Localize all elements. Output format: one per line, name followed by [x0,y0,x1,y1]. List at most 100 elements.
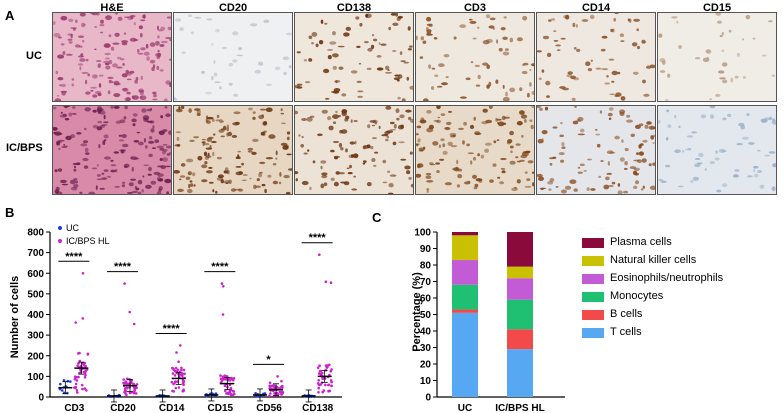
data-point-icbps [181,379,185,382]
x-tick-label: CD15 [208,403,234,413]
row-label-uc: UC [26,50,42,62]
y-tick-label: 0 [38,393,44,404]
significance-stars: **** [211,261,229,273]
data-point-icbps [82,370,86,374]
data-point-icbps [317,391,320,394]
data-point-icbps [173,381,177,384]
data-point-icbps [179,344,182,347]
data-point-icbps [273,386,276,389]
y-tick-label: 200 [27,351,44,362]
data-point-icbps [269,392,272,395]
micrograph-tile [536,12,656,102]
y-tick-label: 100 [414,228,431,239]
significance-stars: **** [65,251,83,263]
mean-error-bar [301,389,316,403]
data-point-icbps [86,352,90,356]
x-tick-label: CD138 [302,403,334,413]
data-point-icbps [229,386,233,390]
panel-label-c: C [372,210,382,225]
significance-stars: **** [114,261,132,273]
data-point-icbps [75,379,79,382]
data-point-uc [69,380,72,383]
legend-label-mono: Monocytes [610,290,664,302]
data-point-icbps [81,272,85,275]
data-point-icbps [276,375,279,378]
micrograph-tile [173,12,293,102]
data-point-icbps [225,392,228,395]
legend-label-eos: Eosinophils/neutrophils [610,272,724,284]
data-point-uc [61,389,64,392]
data-point-icbps [281,386,284,390]
legend-swatch-mono [582,292,604,302]
data-point-icbps [228,389,232,393]
x-tick-label: UC [458,403,472,413]
micrograph-tile [294,12,414,102]
y-tick-label: 10 [420,376,432,387]
data-point-icbps [225,375,229,378]
significance-stars: **** [309,232,327,244]
stacked-bar-segment [507,329,533,350]
cell-count-scatter-chart: 0 100 200 300 400 500 600 700 800 CD3 CD20 CD14 CD15… [9,223,342,413]
data-point-icbps [321,390,325,394]
data-point-icbps [268,381,272,385]
data-point-icbps [174,386,178,390]
data-point-icbps [318,364,321,367]
data-point-icbps [132,322,136,326]
data-point-icbps [84,364,87,368]
y-tick-label: 40 [420,327,432,338]
data-point-icbps [272,384,276,387]
data-point-icbps [171,366,174,370]
data-point-icbps [327,389,331,393]
data-point-icbps [132,391,136,395]
cell-percentage-stacked-bar-chart: 0 10 20 30 40 50 60 70 80 90 100 UC IC/BPS HL Percen… [411,228,565,413]
data-point-icbps [132,386,136,389]
stacked-bar-segment [507,232,533,267]
data-point-icbps [76,364,79,367]
data-point-icbps [316,366,320,370]
data-point-icbps [233,392,236,396]
y-tick-label: 400 [27,310,44,321]
data-point-icbps [329,369,333,373]
data-point-icbps [175,351,178,354]
row-label-icbps: IC/BPS [6,142,43,154]
y-tick-label: 100 [27,372,44,383]
data-point-icbps [316,382,320,385]
data-point-icbps [83,387,87,390]
legend-swatch-plasma [582,238,604,248]
data-point-icbps [219,374,222,377]
data-point-icbps [83,376,87,379]
legend-swatch-bcells [582,310,604,320]
data-point-icbps [182,383,185,386]
data-point-icbps [328,363,331,367]
mean-error-bar [253,388,267,402]
column-header-cd15: CD15 [702,2,732,14]
data-point-icbps [124,392,127,395]
data-point-icbps [222,285,225,288]
y-tick-label: 50 [420,310,432,321]
data-point-icbps [317,379,321,382]
x-tick-label: CD56 [256,403,282,413]
stacked-bar-segment [452,309,478,313]
stacked-bar-segment [507,299,533,330]
data-point-icbps [327,383,331,387]
data-point-icbps [273,392,277,395]
data-point-icbps [171,389,174,393]
data-point-icbps [317,386,321,390]
micrograph-tile [52,12,172,102]
legend-label-icbps: IC/BPS HL [66,236,110,246]
data-point-icbps [73,377,77,381]
data-point-icbps [318,369,322,373]
data-point-icbps [329,379,333,382]
column-header-cd20: CD20 [218,2,248,14]
data-point-icbps [123,282,126,285]
significance-stars: **** [163,323,181,335]
column-header-cd14: CD14 [581,2,611,14]
legend-label-nk: Natural killer cells [610,254,697,266]
legend-label-uc: UC [66,223,79,233]
data-point-icbps [135,386,138,389]
mean-error-bar [269,383,283,397]
data-point-uc [254,392,257,395]
data-point-icbps [128,310,131,314]
data-point-icbps [74,321,77,324]
data-point-icbps [177,360,180,363]
